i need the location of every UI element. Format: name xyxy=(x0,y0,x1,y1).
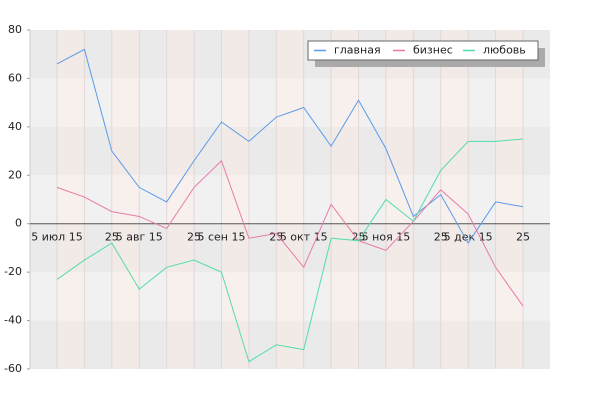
stripe xyxy=(303,30,332,369)
stripe xyxy=(30,30,57,369)
stripe xyxy=(495,30,523,369)
x-tick-label: 5 ноя 15 xyxy=(362,231,411,244)
stripe xyxy=(440,30,469,369)
stripe xyxy=(248,30,277,369)
y-tick-label: 20 xyxy=(8,168,22,181)
stripe xyxy=(385,30,414,369)
x-tick-label: 25 xyxy=(516,231,530,244)
y-tick-label: 60 xyxy=(8,71,22,84)
stripe xyxy=(413,30,441,369)
band xyxy=(30,78,550,127)
x-tick-label: 25 xyxy=(105,231,119,244)
band xyxy=(30,272,550,321)
stripe xyxy=(57,30,85,369)
legend-label: главная xyxy=(334,44,381,57)
x-tick-label: 5 авг 15 xyxy=(116,231,163,244)
stripe xyxy=(468,30,496,369)
x-tick-label: 5 дек 15 xyxy=(444,231,493,244)
band xyxy=(30,175,550,224)
legend-label: любовь xyxy=(483,44,526,57)
stripe xyxy=(523,30,550,369)
x-tick-label: 5 окт 15 xyxy=(280,231,328,244)
stripe xyxy=(111,30,140,369)
y-tick-label: 80 xyxy=(8,23,22,36)
band xyxy=(30,126,550,176)
x-tick-label: 5 сен 15 xyxy=(197,231,245,244)
band xyxy=(30,223,550,273)
y-tick-label: -60 xyxy=(4,362,22,375)
x-tick-label: 25 xyxy=(434,231,448,244)
stripe xyxy=(166,30,195,369)
y-tick-label: 0 xyxy=(15,217,22,230)
y-tick-label: -40 xyxy=(4,314,22,327)
y-tick-label: -20 xyxy=(4,265,22,278)
stripe xyxy=(194,30,222,369)
series-line xyxy=(56,138,524,363)
stripe xyxy=(358,30,386,369)
y-tick-label: 40 xyxy=(8,120,22,133)
series-line xyxy=(56,48,524,245)
series-line xyxy=(56,159,524,307)
x-tick-label: 5 июл 15 xyxy=(31,231,82,244)
stripe xyxy=(276,30,304,369)
band xyxy=(30,320,550,369)
stripe xyxy=(331,30,359,369)
legend-label: бизнес xyxy=(413,44,453,57)
x-tick-label: 25 xyxy=(187,231,201,244)
legend xyxy=(307,40,539,61)
